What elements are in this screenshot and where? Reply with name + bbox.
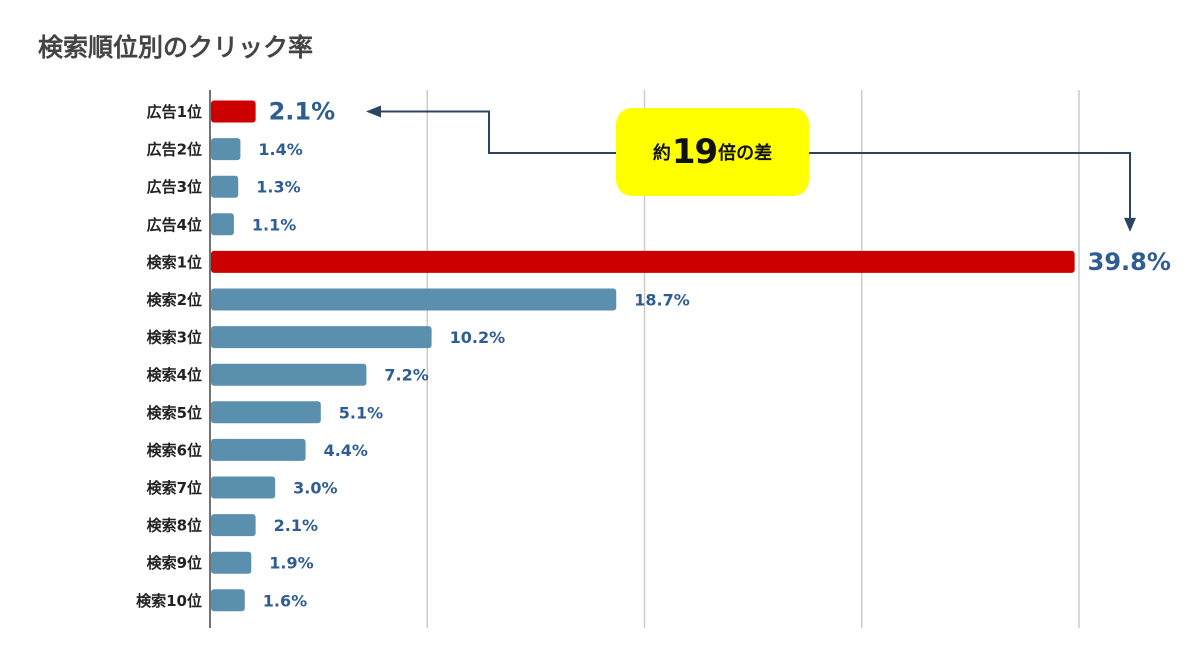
value-label: 1.6% <box>263 591 307 610</box>
bar <box>211 514 256 537</box>
category-label: 検索1位 <box>147 253 202 271</box>
category-label: 広告1位 <box>147 103 202 121</box>
chart-title: 検索順位別のクリック率 <box>38 33 314 62</box>
value-label: 39.8% <box>1088 248 1171 276</box>
annotation-arrows <box>366 105 1136 232</box>
difference-callout: 約 19 倍の差 <box>616 108 809 196</box>
category-label: 広告4位 <box>147 216 202 234</box>
bar <box>211 551 252 574</box>
value-label: 2.1% <box>274 516 318 535</box>
category-label: 検索9位 <box>147 554 202 572</box>
bar <box>211 100 256 123</box>
callout-prefix: 約 <box>652 143 671 164</box>
arrowhead-left <box>366 105 381 118</box>
labels-layer: 広告1位 2.1% 広告2位 1.4% 広告3位 1.3% 広告4位 1.1% 検索1位 39.8… <box>136 98 1171 611</box>
value-label: 18.7% <box>634 291 690 310</box>
category-label: 検索10位 <box>136 592 202 610</box>
category-label: 検索8位 <box>147 517 202 535</box>
category-label: 検索5位 <box>147 404 202 422</box>
arrow-line-to-ad-rank1 <box>380 110 616 154</box>
bar <box>211 326 432 349</box>
bar <box>211 476 276 499</box>
bars-layer <box>211 100 1075 612</box>
value-label: 10.2% <box>450 328 506 347</box>
value-label: 7.2% <box>384 366 428 385</box>
bar <box>211 250 1075 273</box>
category-label: 検索7位 <box>147 479 202 497</box>
value-label: 4.4% <box>324 441 368 460</box>
bar <box>211 401 321 424</box>
category-label: 検索6位 <box>147 441 202 459</box>
category-label: 検索3位 <box>147 329 202 347</box>
category-label: 広告2位 <box>147 141 202 159</box>
bar <box>211 213 234 236</box>
callout-number: 19 <box>671 132 718 172</box>
bar <box>211 438 306 461</box>
value-label: 1.9% <box>269 554 313 573</box>
value-label: 1.1% <box>252 215 296 234</box>
value-label: 1.3% <box>256 178 300 197</box>
value-label: 2.1% <box>269 98 336 126</box>
arrow-line-to-search-rank1 <box>809 152 1131 220</box>
callout-suffix: 倍の差 <box>718 143 773 164</box>
bar <box>211 175 239 198</box>
arrowhead-down <box>1124 217 1136 232</box>
value-label: 3.0% <box>293 479 337 498</box>
category-label: 検索4位 <box>147 366 202 384</box>
value-label: 1.4% <box>258 140 302 159</box>
bar <box>211 589 245 612</box>
bar <box>211 288 617 311</box>
value-label: 5.1% <box>339 403 383 422</box>
bar <box>211 363 367 386</box>
category-label: 検索2位 <box>147 291 202 309</box>
bar <box>211 138 241 161</box>
category-label: 広告3位 <box>147 178 202 196</box>
